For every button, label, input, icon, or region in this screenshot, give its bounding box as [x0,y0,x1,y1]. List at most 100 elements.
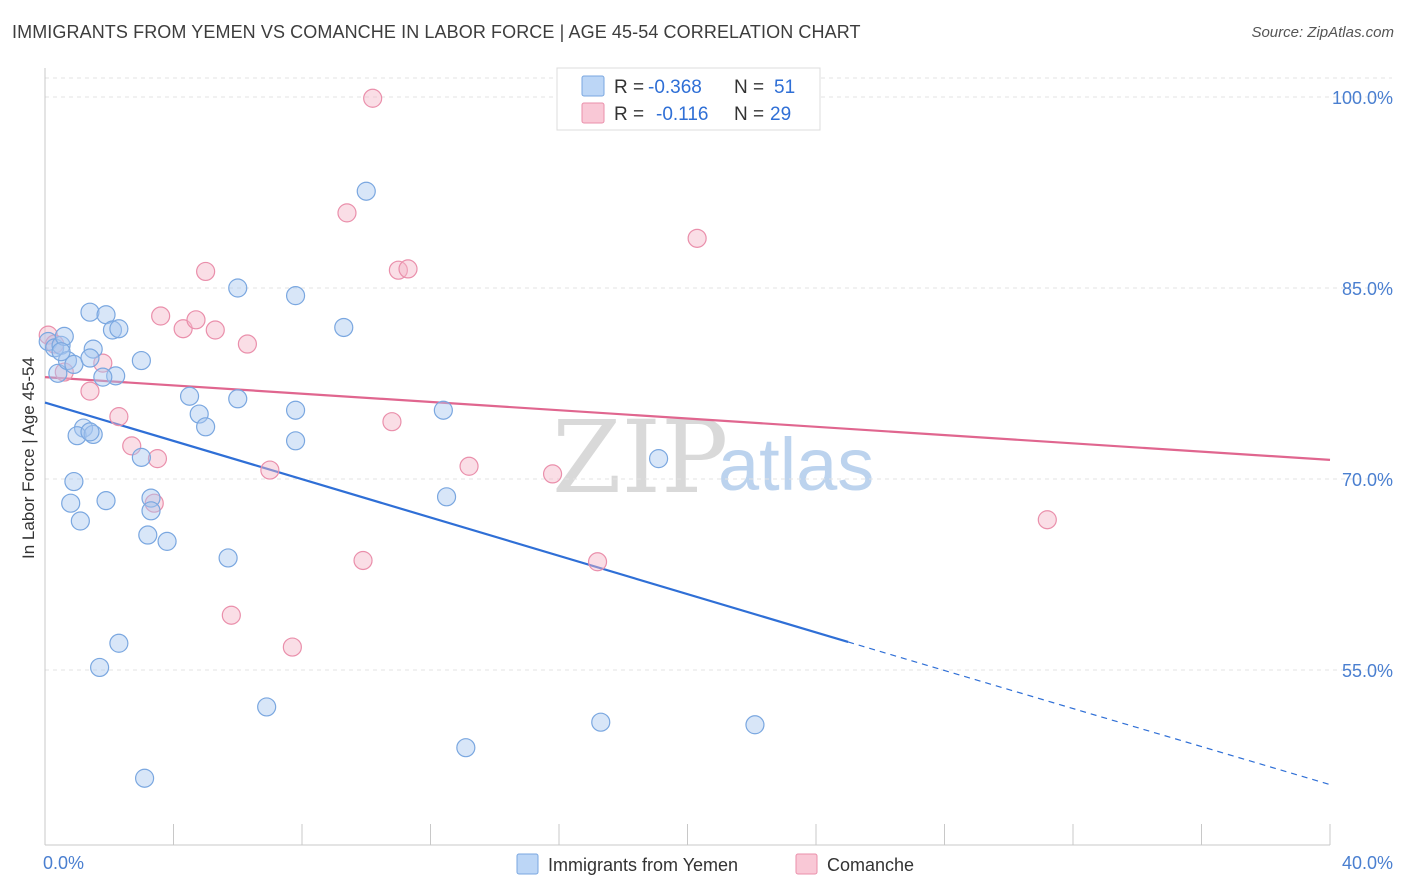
yemen-point [228,278,248,298]
yemen-point [80,348,100,368]
trend-lines [44,376,1331,786]
watermark: ZIP atlas [552,399,874,516]
comanche-point [221,605,241,625]
yemen-point [285,286,306,306]
yemen-point [157,531,177,551]
yemen-point [196,417,216,437]
yemen-point [109,319,129,339]
comanche-point [260,460,280,480]
comanche-point [282,637,302,657]
yemen-points [38,181,765,788]
stats-legend: R = -0.368 N = 51 R = -0.116 N = 29 [556,67,821,131]
comanche-point [205,320,225,340]
legend-swatch-pink [581,102,605,124]
yemen-point [80,302,100,322]
series-legend: Immigrants from Yemen Comanche [516,853,914,875]
yemen-point [356,181,376,201]
yemen-point [131,350,151,371]
yemen-point [54,326,74,346]
comanche-point [54,362,74,382]
y-tick-label: 85.0% [1342,279,1393,299]
x-tick-label-min: 0.0% [43,853,84,873]
comanche-point [398,259,418,279]
yemen-point [334,317,354,338]
yemen-point [90,657,110,678]
comanche-point [147,449,168,469]
comanche-point [353,550,373,571]
legend-r-value-blue: -0.368 [648,77,702,98]
yemen-point [433,400,453,420]
comanche-point [542,464,563,484]
yemen-point [48,363,68,383]
comanche-trend-line [44,376,1331,461]
yemen-point [70,511,90,531]
series-legend-label-comanche: Comanche [827,855,914,875]
comanche-point [93,353,113,373]
comanche-point [151,306,171,326]
axes [44,68,1331,846]
yemen-point [228,389,248,409]
y-tick-labels: 55.0% 70.0% 85.0% 100.0% [1332,88,1393,681]
yemen-point [83,424,103,445]
comanche-points [38,88,1057,657]
yemen-point [141,501,161,521]
comanche-point [382,412,402,432]
yemen-point [64,471,84,492]
legend-r-label-blue: R = [614,77,644,98]
chart-title: IMMIGRANTS FROM YEMEN VS COMANCHE IN LAB… [12,22,861,42]
yemen-point [218,548,238,568]
yemen-point [93,367,113,387]
comanche-point [1037,510,1057,530]
yemen-point [456,738,476,758]
comanche-point [186,310,206,330]
comanche-point [363,88,383,108]
yemen-point [285,431,306,451]
comanche-point [109,407,129,427]
yemen-point [61,493,81,513]
legend-n-value-blue: 51 [774,77,795,98]
comanche-point [459,456,479,476]
y-axis-label: In Labor Force | Age 45-54 [19,357,38,559]
legend-n-label-pink: N = [734,104,764,125]
legend-swatch-blue [581,75,605,97]
series-legend-swatch-yemen [516,853,539,875]
yemen-trend-line-extrapolated [847,641,1331,786]
yemen-point [80,422,100,442]
watermark-atlas: atlas [718,423,874,506]
yemen-point [67,426,87,446]
source-credit: Source: ZipAtlas.com [1251,24,1394,41]
yemen-point [51,342,71,362]
yemen-point [96,491,116,511]
yemen-point [138,525,158,545]
comanche-point [196,261,216,282]
yemen-point [648,449,669,469]
yemen-point [102,320,123,340]
legend-n-label-blue: N = [734,77,764,98]
comanche-point [687,228,707,248]
yemen-trend-line [44,401,849,644]
comanche-point [80,381,100,401]
yemen-point [109,633,129,653]
series-legend-swatch-comanche [795,853,818,875]
x-tick-label-max: 40.0% [1342,853,1393,873]
legend-r-value-pink: -0.116 [656,104,708,125]
yemen-point [179,386,200,406]
yemen-point [591,712,611,732]
comanche-point [388,260,408,280]
series-legend-label-yemen: Immigrants from Yemen [548,855,738,875]
yemen-point [745,715,765,735]
y-tick-label: 55.0% [1342,661,1393,681]
legend-n-value-pink: 29 [770,104,791,125]
x-tick-labels: 0.0% 40.0% [43,853,1393,873]
yemen-point [131,447,151,467]
y-tick-label: 70.0% [1342,470,1393,490]
grid-lines [45,77,1392,671]
legend-r-label-pink: R = [614,104,644,125]
comanche-point [587,552,608,572]
comanche-point [337,203,357,223]
yemen-point [285,400,306,420]
yemen-point [134,768,155,788]
y-tick-label: 100.0% [1332,88,1393,108]
comanche-point [237,334,257,354]
